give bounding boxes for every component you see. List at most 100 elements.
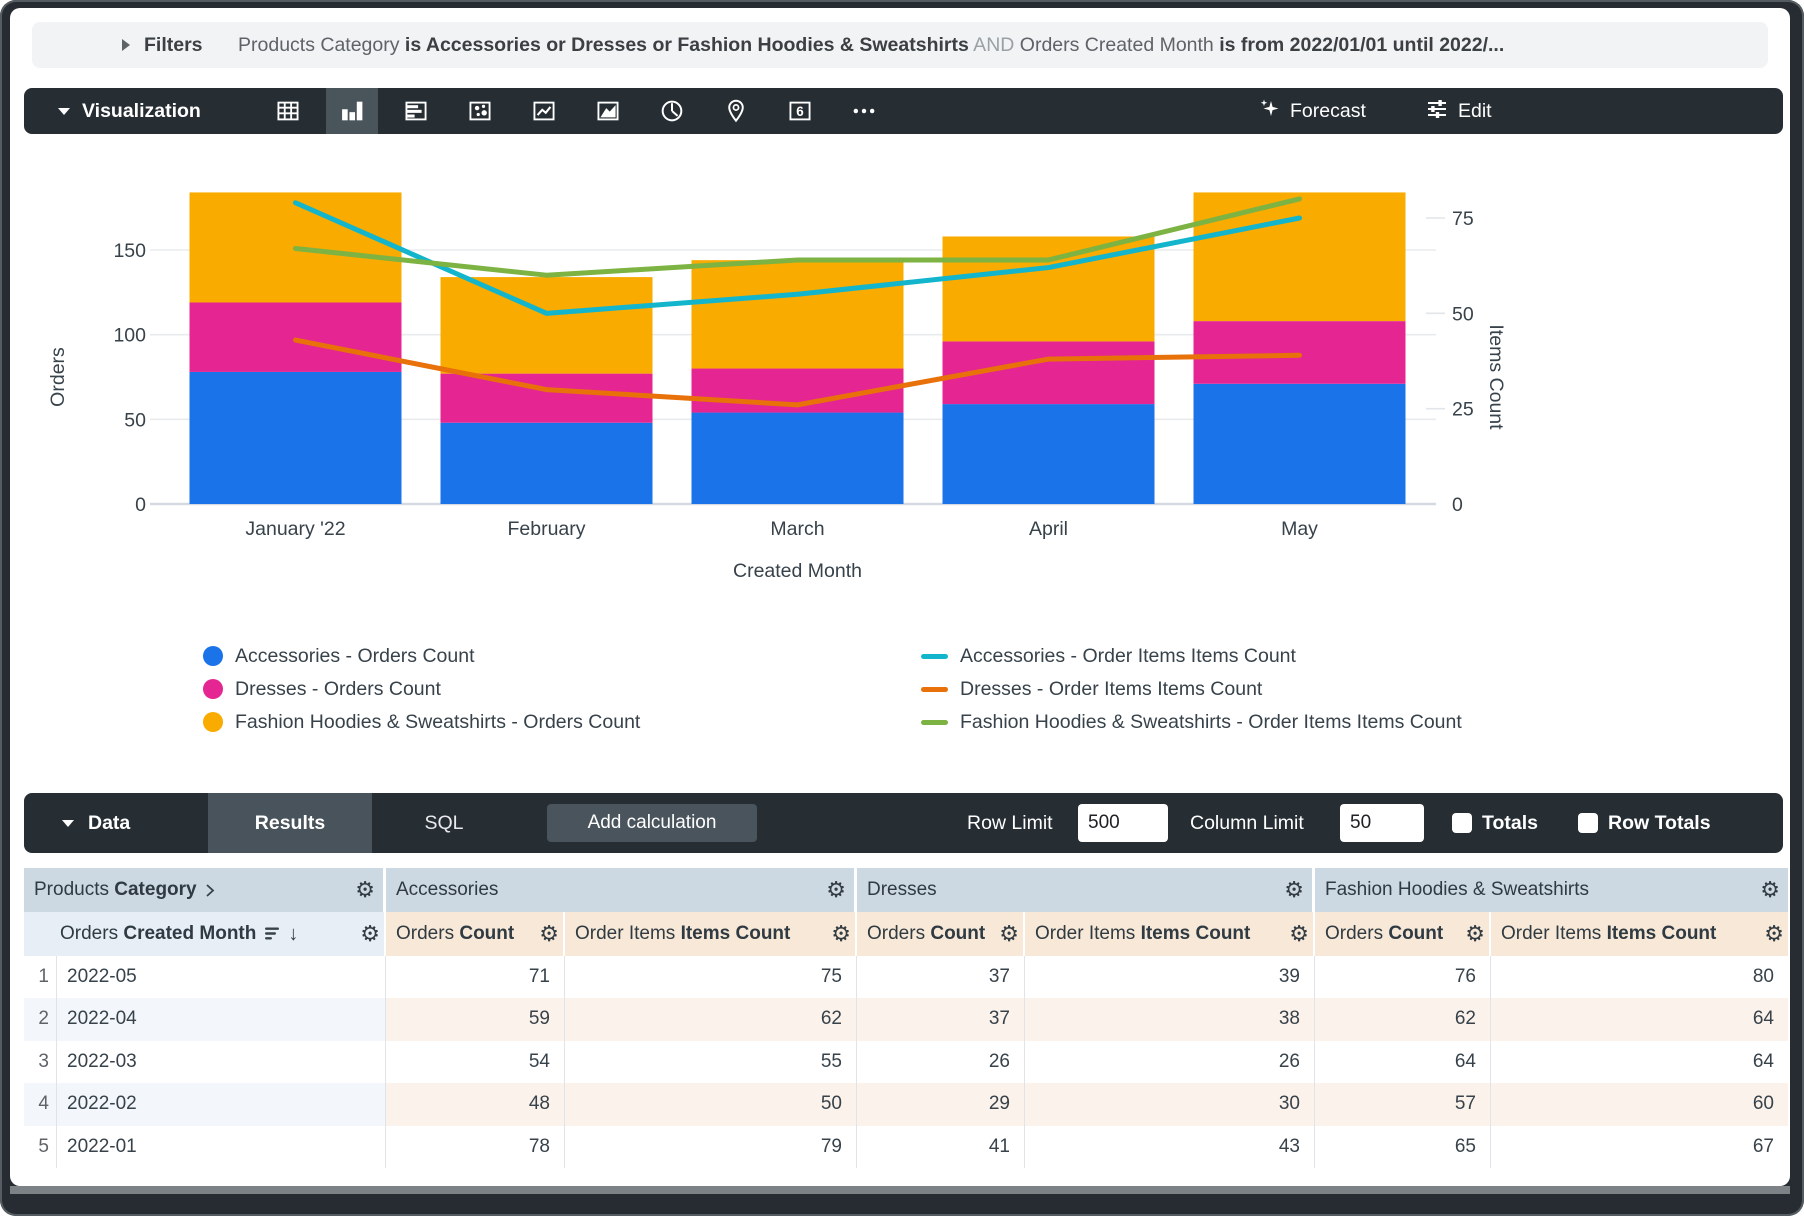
line-chart-icon[interactable] xyxy=(518,88,570,134)
x-tick-label: February xyxy=(507,518,585,540)
cell-value: 55 xyxy=(565,1040,857,1084)
single-value-icon[interactable]: 6 xyxy=(774,88,826,134)
add-calculation-button[interactable]: Add calculation xyxy=(547,804,757,842)
header-text-bold: Category xyxy=(114,879,197,900)
cell-created-month: 2022-01 xyxy=(57,1125,386,1168)
table-chart-icon[interactable] xyxy=(262,88,314,134)
cell-value: 76 xyxy=(1315,956,1491,999)
filter-summary-part: is Accessories or Dresses or Fashion Hoo… xyxy=(404,34,969,56)
bar-segment[interactable] xyxy=(1193,192,1406,322)
more-options-icon[interactable] xyxy=(838,88,890,134)
expand-filters-icon[interactable] xyxy=(122,39,130,51)
tab-results[interactable]: Results xyxy=(208,793,372,853)
bar-segment[interactable] xyxy=(189,371,402,504)
gear-icon[interactable]: ⚙ xyxy=(360,921,380,946)
column-header-orders-count[interactable]: Orders Count ⚙ xyxy=(857,912,1025,956)
cell-value: 48 xyxy=(386,1083,565,1126)
row-limit-input[interactable] xyxy=(1078,804,1168,842)
gear-icon[interactable]: ⚙ xyxy=(1764,921,1784,946)
header-text: Products xyxy=(34,879,115,900)
filters-bar[interactable]: Filters Products Category is Accessories… xyxy=(32,22,1768,68)
bar-segment[interactable] xyxy=(1193,321,1406,384)
group-header-products-category[interactable]: Products Category ⚙ xyxy=(24,868,386,912)
row-totals-label: Row Totals xyxy=(1608,812,1711,834)
cell-value: 37 xyxy=(857,998,1025,1041)
y-tick-label-right: 50 xyxy=(1452,303,1474,325)
group-header-fashion-hoodies-sweatshirts[interactable]: Fashion Hoodies & Sweatshirts ⚙ xyxy=(1315,868,1788,912)
gear-icon[interactable]: ⚙ xyxy=(831,921,851,946)
horizontal-scrollbar[interactable] xyxy=(10,1186,1790,1194)
pie-chart-icon[interactable] xyxy=(646,88,698,134)
header-text: Orders xyxy=(867,923,931,944)
cell-value: 79 xyxy=(565,1125,857,1168)
row-number: 5 xyxy=(24,1125,57,1168)
edit-button[interactable]: Edit xyxy=(1425,88,1492,134)
gear-icon[interactable]: ⚙ xyxy=(1284,877,1304,902)
bar-segment[interactable] xyxy=(691,412,904,504)
column-chart-icon[interactable] xyxy=(326,88,378,134)
visualization-toolbar: Visualization 6 Forecast xyxy=(24,88,1783,134)
legend-item[interactable]: Fashion Hoodies & Sweatshirts - Order It… xyxy=(921,708,1462,736)
bar-segment[interactable] xyxy=(189,302,402,372)
gear-icon[interactable]: ⚙ xyxy=(826,877,846,902)
gear-icon[interactable]: ⚙ xyxy=(999,921,1019,946)
cell-value: 30 xyxy=(1025,1083,1315,1126)
bar-chart-icon[interactable] xyxy=(390,88,442,134)
bar-segment[interactable] xyxy=(691,260,904,369)
x-tick-label: April xyxy=(1029,518,1068,540)
bar-segment[interactable] xyxy=(440,373,653,423)
map-chart-icon[interactable] xyxy=(710,88,762,134)
gear-icon[interactable]: ⚙ xyxy=(1760,877,1780,902)
cell-value: 64 xyxy=(1491,1040,1788,1084)
cell-value: 78 xyxy=(386,1125,565,1168)
legend-label: Accessories - Orders Count xyxy=(235,644,475,667)
header-text: Orders xyxy=(396,923,460,944)
header-text: Orders xyxy=(1325,923,1389,944)
header-text: Order Items xyxy=(1035,923,1141,944)
totals-checkbox[interactable] xyxy=(1452,813,1472,833)
legend-item[interactable]: Accessories - Orders Count xyxy=(203,642,475,670)
column-header-orders-count[interactable]: Orders Count ⚙ xyxy=(1315,912,1491,956)
line-series[interactable] xyxy=(293,200,1302,316)
forecast-button[interactable]: Forecast xyxy=(1258,88,1366,134)
bar-segment[interactable] xyxy=(440,277,653,374)
gear-icon[interactable]: ⚙ xyxy=(539,921,559,946)
line-series[interactable] xyxy=(293,337,1302,408)
gear-icon[interactable]: ⚙ xyxy=(1465,921,1485,946)
column-header-orders-count[interactable]: Orders Count ⚙ xyxy=(386,912,565,956)
legend-item[interactable]: Dresses - Orders Count xyxy=(203,675,441,703)
legend-item[interactable]: Fashion Hoodies & Sweatshirts - Orders C… xyxy=(203,708,640,736)
legend-line-swatch xyxy=(921,719,948,725)
x-axis-title: Created Month xyxy=(733,560,862,582)
column-header-order-items-items-count[interactable]: Order Items Items Count ⚙ xyxy=(1491,912,1788,956)
collapse-data-icon[interactable] xyxy=(62,820,74,827)
legend-item[interactable]: Dresses - Order Items Items Count xyxy=(921,675,1262,703)
cell-value: 39 xyxy=(1025,956,1315,999)
cell-value: 60 xyxy=(1491,1083,1788,1126)
collapse-visualization-icon[interactable] xyxy=(58,108,70,115)
column-limit-input[interactable] xyxy=(1340,804,1424,842)
bar-segment[interactable] xyxy=(1193,383,1406,504)
cell-value: 50 xyxy=(565,1083,857,1126)
visualization-label: Visualization xyxy=(82,100,201,122)
bar-segment[interactable] xyxy=(942,404,1155,504)
gear-icon[interactable]: ⚙ xyxy=(1289,921,1309,946)
legend-item[interactable]: Accessories - Order Items Items Count xyxy=(921,642,1296,670)
cell-value: 59 xyxy=(386,998,565,1041)
group-header-accessories[interactable]: Accessories ⚙ xyxy=(386,868,857,912)
group-header-dresses[interactable]: Dresses ⚙ xyxy=(857,868,1315,912)
gear-icon[interactable]: ⚙ xyxy=(355,877,375,902)
bar-segment[interactable] xyxy=(440,422,653,504)
column-header-order-items-items-count[interactable]: Order Items Items Count ⚙ xyxy=(1025,912,1315,956)
column-header-order-items-items-count[interactable]: Order Items Items Count ⚙ xyxy=(565,912,857,956)
tab-sql[interactable]: SQL xyxy=(424,811,464,834)
scatter-chart-icon[interactable] xyxy=(454,88,506,134)
area-chart-icon[interactable] xyxy=(582,88,634,134)
column-header-orders-created-month[interactable]: Orders Created Month ↓ ⚙ xyxy=(24,912,386,956)
line-series[interactable] xyxy=(293,196,1302,278)
cell-value: 37 xyxy=(857,956,1025,999)
cell-created-month: 2022-02 xyxy=(57,1083,386,1126)
legend-line-swatch xyxy=(921,686,948,692)
y-tick-label-left: 0 xyxy=(135,494,146,516)
row-totals-checkbox[interactable] xyxy=(1578,813,1598,833)
